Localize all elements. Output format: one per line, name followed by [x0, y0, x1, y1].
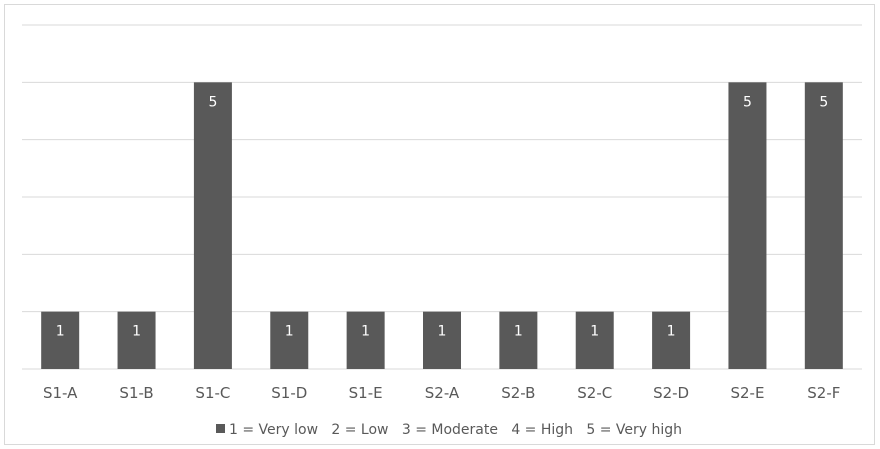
data-label: 1	[667, 324, 676, 340]
x-tick-label: S2-B	[501, 384, 535, 402]
x-tick-label: S2-F	[807, 384, 840, 402]
x-tick-label: S1-B	[119, 384, 153, 402]
data-label: 1	[285, 324, 294, 340]
x-tick-label: S2-A	[425, 384, 460, 402]
legend-swatch	[216, 424, 225, 433]
data-label: 1	[56, 324, 65, 340]
bar-s1-e	[346, 311, 385, 369]
data-label: 1	[514, 324, 523, 340]
x-tick-label: S1-E	[349, 384, 383, 402]
x-tick-labels: S1-A S1-B S1-C S1-D S1-E S2-A S2-B S2-C S2-D S2-E…	[43, 384, 840, 402]
bar-s1-d	[270, 311, 309, 369]
x-tick-label: S2-D	[653, 384, 689, 402]
bar-s2-b	[499, 311, 538, 369]
data-label: 1	[361, 324, 370, 340]
bar-s1-a	[41, 311, 80, 369]
data-label: 5	[819, 94, 828, 110]
bar-s2-c	[575, 311, 614, 369]
x-tick-label: S1-C	[195, 384, 230, 402]
data-label: 5	[743, 94, 752, 110]
bar-s2-d	[652, 311, 691, 369]
bars	[41, 82, 843, 369]
data-label: 1	[438, 324, 447, 340]
data-label: 5	[208, 94, 217, 110]
bar-s2-a	[423, 311, 461, 369]
x-tick-label: S2-C	[577, 384, 612, 402]
bar-s2-f	[804, 82, 843, 369]
legend-entry: 1 = Very low 2 = Low 3 = Moderate 4 = Hi…	[229, 422, 682, 438]
gridlines	[22, 24, 862, 370]
x-tick-label: S2-E	[730, 384, 764, 402]
data-labels: 1 1 5 1 1 1 1 1 1 5 5	[56, 94, 829, 339]
legend: 1 = Very low 2 = Low 3 = Moderate 4 = Hi…	[216, 422, 682, 438]
x-tick-label: S1-D	[271, 384, 307, 402]
x-tick-label: S1-A	[43, 384, 78, 402]
bar-s1-c	[193, 82, 232, 369]
bar-s1-b	[117, 311, 156, 369]
data-label: 1	[132, 324, 141, 340]
data-label: 1	[590, 324, 599, 340]
bar-s2-e	[728, 82, 767, 369]
